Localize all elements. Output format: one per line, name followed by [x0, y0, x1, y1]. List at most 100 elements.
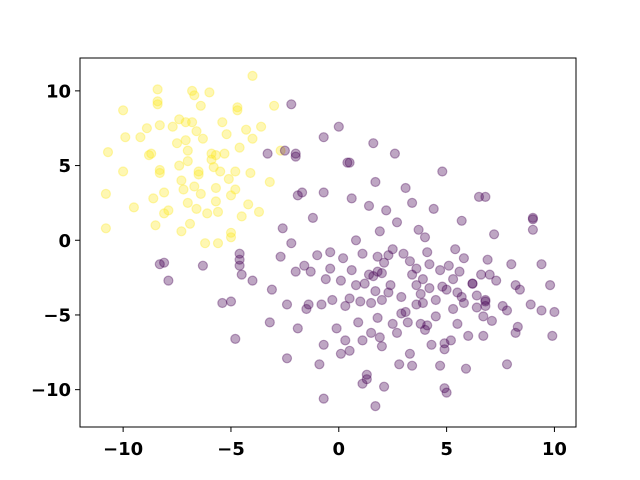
data-point	[245, 167, 256, 179]
data-point	[275, 251, 286, 262]
data-point	[275, 145, 286, 156]
data-point	[482, 254, 493, 265]
data-point	[372, 266, 383, 277]
data-point	[184, 218, 196, 229]
data-point	[437, 281, 448, 292]
data-point	[430, 311, 441, 322]
data-point	[363, 269, 375, 280]
data-point	[374, 332, 385, 343]
data-point	[448, 303, 459, 315]
data-point	[350, 235, 362, 246]
data-point	[150, 220, 161, 231]
data-point	[223, 173, 234, 185]
data-point	[340, 335, 351, 346]
data-point	[318, 339, 329, 350]
data-point	[191, 203, 202, 214]
data-point	[232, 102, 243, 113]
data-point	[346, 193, 357, 204]
data-point	[154, 167, 165, 179]
data-point	[117, 105, 129, 116]
data-point	[379, 257, 390, 268]
data-point	[163, 275, 174, 286]
data-point	[333, 121, 344, 132]
data-point	[467, 278, 478, 289]
data-point	[210, 182, 221, 194]
data-point	[480, 300, 491, 312]
data-point	[163, 205, 174, 216]
data-point	[230, 333, 241, 344]
data-point	[316, 299, 327, 310]
data-point	[400, 306, 411, 318]
data-point	[435, 360, 446, 371]
data-point	[361, 374, 372, 385]
x-tick-label: −5	[217, 439, 245, 460]
y-tick-label: −5	[43, 305, 71, 326]
data-point	[297, 187, 308, 198]
data-point	[480, 191, 491, 202]
data-point	[225, 232, 237, 243]
data-point	[536, 305, 547, 316]
data-point	[372, 251, 383, 262]
x-tick-label: −10	[103, 439, 143, 460]
data-point	[290, 151, 301, 162]
data-point	[154, 259, 165, 270]
data-point	[176, 226, 187, 237]
data-point	[458, 297, 469, 309]
data-point	[368, 138, 379, 149]
data-point	[230, 184, 241, 195]
data-point	[152, 84, 163, 95]
data-point	[236, 269, 247, 280]
data-point	[407, 269, 418, 280]
data-point	[195, 100, 206, 111]
data-point	[331, 323, 342, 334]
x-tick-label: 5	[440, 439, 453, 460]
data-point	[424, 259, 435, 270]
data-point	[159, 187, 170, 198]
data-point	[460, 363, 472, 374]
data-point	[370, 286, 381, 297]
data-point	[478, 311, 489, 322]
data-point	[435, 265, 446, 276]
data-point	[366, 297, 377, 309]
data-point	[484, 269, 495, 280]
data-point	[318, 393, 329, 404]
data-point	[400, 182, 411, 194]
data-point	[350, 280, 362, 291]
data-point	[510, 327, 521, 338]
data-point	[182, 145, 193, 156]
data-point	[413, 224, 424, 235]
data-point	[417, 297, 428, 309]
y-tick-label: 5	[58, 156, 71, 177]
data-point	[441, 387, 452, 398]
data-point	[217, 117, 228, 128]
data-point	[197, 260, 208, 271]
data-point	[439, 383, 450, 394]
data-point	[182, 197, 193, 208]
data-point	[299, 260, 310, 271]
data-point	[422, 247, 433, 258]
data-point	[381, 205, 392, 216]
data-point	[452, 318, 463, 329]
data-point	[236, 211, 247, 222]
data-point	[206, 154, 217, 165]
data-point	[411, 263, 422, 274]
data-point	[141, 123, 152, 134]
data-point	[120, 132, 131, 143]
data-point	[159, 257, 170, 268]
data-point	[146, 148, 157, 159]
data-point	[318, 132, 329, 143]
data-point	[264, 176, 275, 188]
data-point	[204, 87, 215, 98]
data-point	[193, 169, 204, 180]
data-point	[320, 274, 331, 285]
data-point	[363, 200, 375, 211]
data-point	[411, 299, 422, 310]
data-point	[307, 212, 318, 223]
data-point	[234, 142, 245, 153]
data-point	[486, 315, 497, 326]
data-point	[411, 280, 422, 291]
data-point	[476, 269, 487, 280]
data-point	[266, 284, 277, 295]
y-tick-label: 10	[46, 81, 71, 102]
data-point	[424, 283, 435, 294]
